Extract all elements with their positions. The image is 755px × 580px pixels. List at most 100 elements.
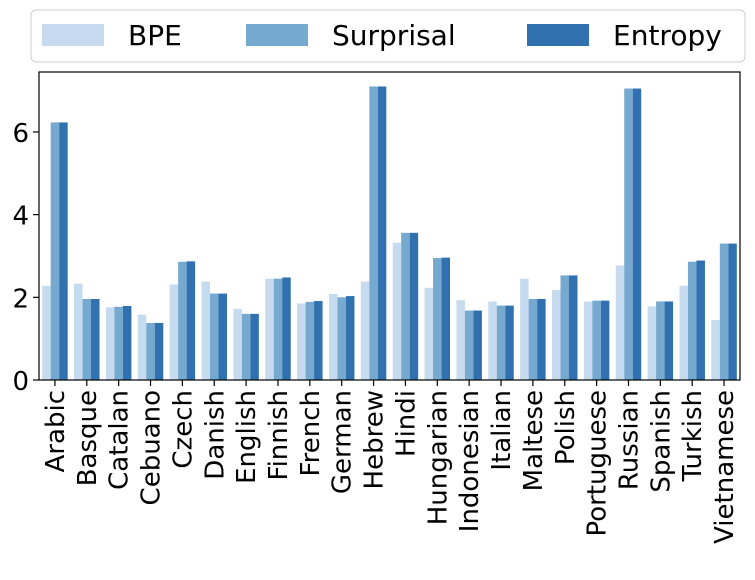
bar-entropy-arabic bbox=[59, 122, 68, 380]
bar-entropy-vietnamese bbox=[728, 243, 737, 380]
y-axis: 0 2 4 6 bbox=[12, 119, 39, 397]
bar-surprisal-catalan bbox=[114, 306, 123, 380]
x-tick-label-portuguese: Portuguese bbox=[583, 390, 613, 537]
y-tick-label: 0 bbox=[12, 367, 29, 397]
bar-entropy-basque bbox=[91, 298, 100, 380]
bar-entropy-maltese bbox=[537, 298, 546, 380]
bar-entropy-french bbox=[314, 301, 323, 380]
bar-surprisal-cebuano bbox=[146, 322, 155, 380]
bar-bpe-french bbox=[297, 303, 306, 380]
x-tick-label-turkish: Turkish bbox=[678, 390, 708, 482]
bar-surprisal-arabic bbox=[50, 122, 60, 380]
x-tick-label-german: German bbox=[328, 390, 358, 494]
bar-entropy-indonesian bbox=[473, 310, 482, 380]
x-tick-label-catalan: Catalan bbox=[105, 390, 135, 490]
bar-surprisal-russian bbox=[624, 88, 633, 380]
bar-entropy-russian bbox=[632, 88, 642, 380]
bar-bpe-danish bbox=[201, 281, 211, 380]
x-tick-label-indonesian: Indonesian bbox=[455, 390, 485, 532]
bar-bpe-finnish bbox=[265, 278, 274, 380]
bar-bpe-hungarian bbox=[424, 287, 434, 380]
bars-group bbox=[42, 86, 737, 381]
legend-box bbox=[30, 9, 746, 63]
x-tick-label-danish: Danish bbox=[200, 390, 230, 480]
x-tick-label-hebrew: Hebrew bbox=[360, 390, 390, 489]
x-tick-label-basque: Basque bbox=[73, 390, 103, 486]
bar-surprisal-german bbox=[337, 297, 346, 380]
x-tick-label-hungarian: Hungarian bbox=[423, 390, 453, 525]
bar-entropy-hindi bbox=[409, 232, 419, 380]
x-tick-label-finnish: Finnish bbox=[264, 390, 294, 481]
bar-surprisal-basque bbox=[82, 298, 92, 380]
x-tick-label-polish: Polish bbox=[551, 390, 581, 465]
bar-bpe-english bbox=[233, 308, 242, 380]
legend-swatch-surprisal bbox=[246, 24, 308, 46]
bar-surprisal-indonesian bbox=[464, 310, 474, 380]
bar-surprisal-hebrew bbox=[369, 86, 378, 381]
x-tick-label-maltese: Maltese bbox=[519, 390, 549, 491]
bar-surprisal-hindi bbox=[401, 232, 410, 380]
x-axis: Arabic Basque Catalan Cebuano Czech Danish Eng… bbox=[41, 380, 740, 544]
bar-bpe-russian bbox=[615, 265, 625, 380]
bar-bpe-vietnamese bbox=[711, 320, 720, 380]
bar-bpe-maltese bbox=[520, 278, 529, 380]
bar-bpe-polish bbox=[552, 289, 561, 380]
legend-label-surprisal: Surprisal bbox=[332, 19, 456, 52]
bar-entropy-german bbox=[345, 296, 355, 380]
legend-swatch-bpe bbox=[42, 24, 104, 46]
x-tick-label-italian: Italian bbox=[487, 390, 517, 471]
bar-entropy-turkish bbox=[696, 260, 705, 380]
bar-surprisal-turkish bbox=[687, 261, 697, 380]
bar-surprisal-hungarian bbox=[433, 258, 442, 380]
bar-bpe-portuguese bbox=[583, 301, 593, 380]
bar-surprisal-french bbox=[305, 301, 315, 380]
x-tick-label-russian: Russian bbox=[614, 390, 644, 490]
bar-surprisal-maltese bbox=[528, 298, 538, 380]
y-tick-label: 6 bbox=[12, 119, 29, 149]
x-tick-label-french: French bbox=[296, 390, 326, 476]
bar-surprisal-vietnamese bbox=[719, 243, 729, 380]
bar-entropy-italian bbox=[505, 305, 514, 380]
bar-entropy-hungarian bbox=[441, 257, 451, 380]
bar-bpe-german bbox=[328, 294, 338, 380]
bar-surprisal-spanish bbox=[656, 301, 665, 380]
legend-label-bpe: BPE bbox=[128, 19, 182, 52]
x-tick-label-vietnamese: Vietnamese bbox=[710, 390, 740, 544]
bar-surprisal-portuguese bbox=[592, 300, 601, 380]
bar-bpe-hindi bbox=[392, 242, 402, 380]
bar-bpe-cebuano bbox=[137, 314, 147, 380]
y-tick-label: 4 bbox=[12, 202, 29, 232]
bar-bpe-italian bbox=[488, 301, 497, 380]
legend-swatch-entropy bbox=[527, 24, 589, 46]
bar-entropy-english bbox=[250, 313, 259, 380]
bar-surprisal-english bbox=[241, 313, 251, 380]
bar-surprisal-finnish bbox=[273, 278, 283, 380]
bar-entropy-danish bbox=[218, 293, 227, 380]
x-tick-label-cebuano: Cebuano bbox=[137, 390, 167, 505]
bar-surprisal-polish bbox=[560, 275, 569, 380]
bar-surprisal-czech bbox=[178, 261, 187, 380]
bar-surprisal-danish bbox=[210, 293, 219, 380]
bar-bpe-basque bbox=[74, 283, 83, 380]
bar-bpe-czech bbox=[169, 284, 179, 380]
bar-bpe-arabic bbox=[42, 285, 51, 380]
x-tick-label-hindi: Hindi bbox=[391, 390, 421, 457]
bar-entropy-czech bbox=[186, 261, 196, 380]
x-tick-label-arabic: Arabic bbox=[41, 390, 71, 472]
axes-frame bbox=[38, 71, 741, 381]
bar-entropy-polish bbox=[568, 275, 578, 380]
bar-bpe-indonesian bbox=[456, 300, 465, 380]
x-tick-label-english: English bbox=[232, 390, 262, 484]
x-tick-label-spanish: Spanish bbox=[646, 390, 676, 493]
bar-surprisal-italian bbox=[496, 305, 506, 380]
bar-entropy-catalan bbox=[122, 305, 132, 380]
x-tick-label-czech: Czech bbox=[168, 390, 198, 469]
y-tick-label: 2 bbox=[12, 284, 29, 314]
bar-entropy-hebrew bbox=[377, 86, 387, 381]
bar-bpe-turkish bbox=[679, 285, 688, 380]
bar-entropy-portuguese bbox=[600, 300, 610, 380]
legend: BPE Surprisal Entropy bbox=[30, 9, 746, 63]
bar-entropy-spanish bbox=[664, 301, 674, 380]
bar-entropy-finnish bbox=[282, 277, 291, 380]
